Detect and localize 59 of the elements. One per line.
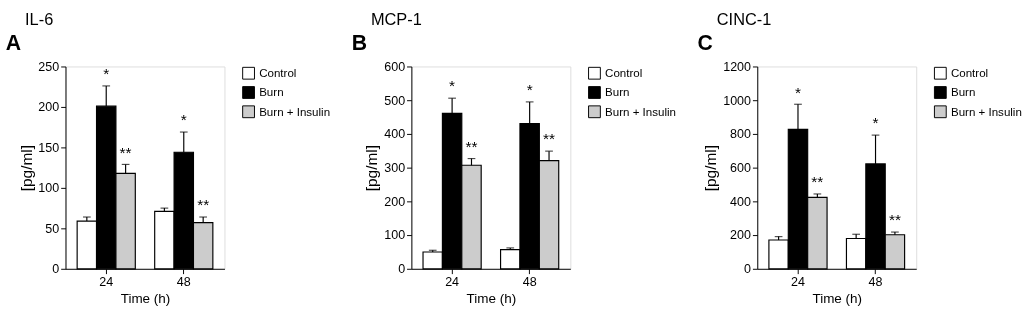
data-label: *: [180, 111, 187, 129]
y-tick-label: 100: [38, 181, 60, 196]
data-label: *: [526, 81, 533, 99]
data-label: *: [449, 77, 456, 95]
data-label: **: [197, 196, 210, 214]
x-tick-label: 24: [791, 274, 805, 289]
y-tick-label: 250: [38, 59, 60, 74]
y-tick-label: 0: [52, 262, 60, 277]
legend-label: Burn + Insulin: [259, 105, 331, 118]
legend-label: Burn + Insulin: [950, 105, 1022, 118]
x-axis-title: Time (h): [812, 291, 863, 307]
text: A: [5, 31, 22, 55]
y-tick-label: 400: [384, 127, 406, 142]
chart-title: MCP-1: [370, 10, 422, 29]
y-tick-label: 600: [730, 160, 752, 175]
text: B: [351, 31, 367, 55]
legend-label: Burn + Insulin: [605, 105, 676, 118]
y-tick-label: 1000: [723, 93, 752, 108]
data-label: *: [794, 83, 801, 101]
legend-label: Burn: [605, 86, 630, 99]
data-label: **: [465, 137, 478, 155]
y-tick-label: 600: [384, 59, 406, 74]
y-tick-label: 0: [398, 262, 406, 277]
chart-title: CINC-1: [716, 10, 772, 29]
y-tick-label: 150: [38, 140, 60, 155]
y-tick-label: 200: [384, 194, 406, 209]
y-tick-label: 300: [384, 160, 406, 175]
legend-label: Burn: [950, 86, 976, 99]
data-label: **: [543, 130, 556, 148]
legend-label: Control: [605, 67, 643, 80]
data-label: *: [872, 114, 879, 132]
data-label: **: [119, 143, 132, 161]
legend-label: Control: [950, 67, 989, 80]
legend-label: Control: [259, 67, 297, 80]
y-tick-label: 50: [45, 221, 60, 236]
chart-title: IL-6: [25, 10, 54, 29]
y-tick-label: 200: [38, 100, 60, 115]
data-label: *: [103, 65, 110, 83]
x-tick-label: 48: [868, 274, 883, 289]
legend-label: Burn: [259, 86, 284, 99]
x-tick-label: 48: [522, 274, 537, 289]
y-tick-label: 200: [730, 228, 752, 243]
y-tick-label: 400: [730, 194, 752, 209]
y-tick-label: 500: [384, 93, 406, 108]
data-label: **: [888, 211, 901, 229]
text: C: [697, 31, 713, 55]
y-tick-label: 800: [730, 127, 752, 142]
y-tick-label: 100: [384, 228, 406, 243]
y-tick-label: 0: [744, 262, 752, 277]
x-tick-label: 24: [445, 274, 460, 289]
x-axis-title: Time (h): [466, 291, 517, 307]
x-tick-label: 24: [99, 274, 114, 289]
y-tick-label: 1200: [723, 59, 752, 74]
x-axis-title: Time (h): [120, 291, 171, 307]
x-tick-label: 48: [176, 274, 191, 289]
y-axis-title: [pg/ml]: [363, 145, 381, 192]
y-axis-title: [pg/ml]: [702, 145, 720, 192]
data-label: **: [811, 173, 824, 191]
y-axis-title: [pg/ml]: [17, 145, 35, 192]
